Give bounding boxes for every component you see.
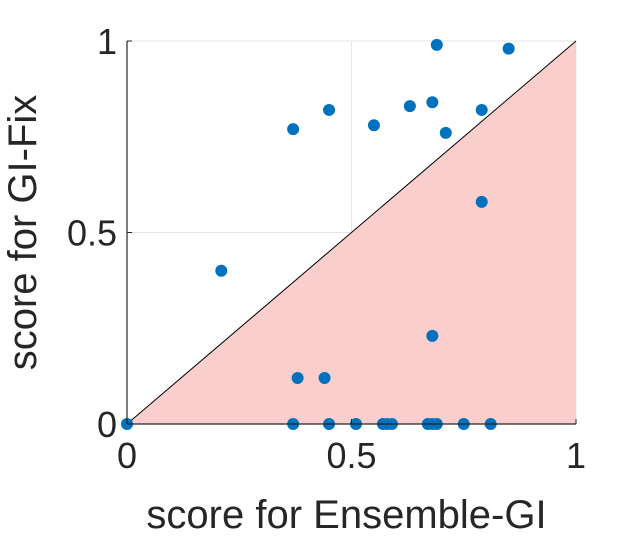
data-point-5 — [403, 100, 416, 113]
y-tick-label-2: 1 — [97, 21, 117, 62]
data-point-13 — [291, 372, 304, 385]
data-point-7 — [430, 38, 443, 51]
data-point-10 — [502, 42, 515, 55]
y-axis-label: score for GI-Fix — [1, 95, 45, 371]
data-point-9 — [475, 103, 488, 116]
x-tick-label-1: 0.5 — [326, 435, 376, 476]
diagonal-reference-line — [126, 40, 577, 425]
data-point-3 — [323, 103, 336, 116]
data-point-12 — [426, 329, 439, 342]
data-point-14 — [318, 372, 331, 385]
x-axis-label: score for Ensemble-GI — [146, 493, 546, 537]
y-tick-label-1: 0.5 — [67, 213, 117, 254]
data-point-1 — [215, 264, 228, 277]
y-tick-label-0: 0 — [97, 404, 117, 445]
tick-labels: 0 0.5 1 0 0.5 1 — [67, 21, 586, 476]
data-point-4 — [367, 119, 380, 132]
x-tick-label-2: 1 — [566, 435, 586, 476]
data-point-2 — [287, 123, 300, 136]
data-point-8 — [439, 126, 452, 139]
x-tick-label-0: 0 — [117, 435, 137, 476]
axes — [126, 40, 577, 425]
data-point-6 — [426, 96, 439, 109]
data-point-11 — [475, 195, 488, 208]
